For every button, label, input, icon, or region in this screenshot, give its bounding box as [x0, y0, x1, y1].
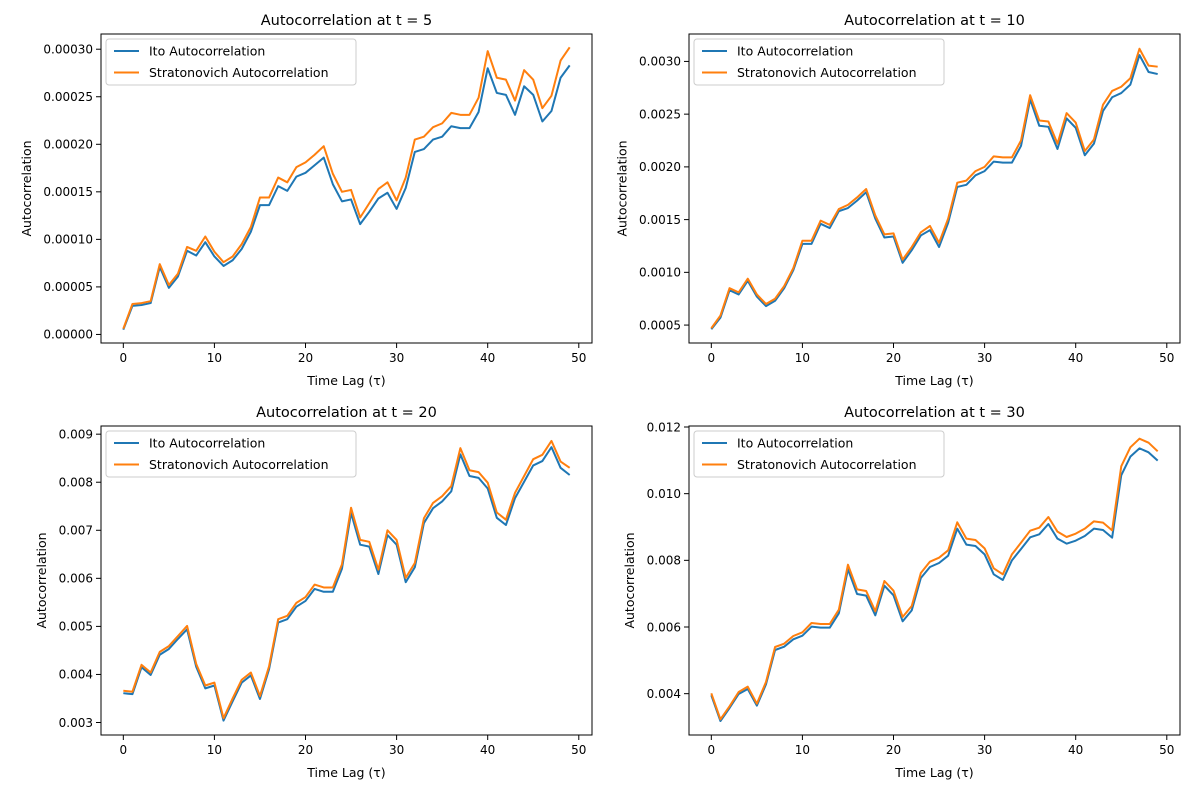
- y-axis-label: Autocorrelation: [34, 532, 49, 628]
- y-tick-label: 0.005: [59, 620, 93, 634]
- x-tick-label: 20: [298, 743, 313, 757]
- x-axis-label: Time Lag (τ): [894, 373, 973, 388]
- x-tick-label: 10: [207, 351, 222, 365]
- y-tick-label: 0.00000: [43, 328, 93, 342]
- legend: Ito Autocorrelation Stratonovich Autocorr…: [693, 430, 945, 478]
- legend-entry: Ito Autocorrelation: [737, 44, 853, 59]
- y-tick-label: 0.003: [59, 716, 93, 730]
- x-tick-label: 0: [707, 743, 715, 757]
- x-tick-label: 30: [389, 351, 404, 365]
- legend-entry: Ito Autocorrelation: [149, 436, 265, 451]
- chart-title: Autocorrelation at t = 30: [844, 405, 1025, 421]
- y-tick-label: 0.008: [647, 554, 681, 568]
- series-line-stratonovich: [710, 47, 1158, 329]
- x-tick-label: 0: [707, 351, 715, 365]
- y-tick-label: 0.006: [647, 620, 681, 634]
- axes-frame: [688, 425, 1181, 736]
- legend-entry: Stratonovich Autocorrelation: [149, 65, 329, 80]
- y-tick-label: 0.007: [59, 524, 93, 538]
- y-tick-label: 0.0005: [639, 318, 681, 332]
- y-tick-label: 0.008: [59, 476, 93, 490]
- x-axis-label: Time Lag (τ): [306, 765, 385, 780]
- x-tick-label: 10: [795, 351, 810, 365]
- x-tick-label: 40: [1068, 351, 1083, 365]
- y-tick-label: 0.004: [647, 687, 681, 701]
- y-tick-label: 0.00010: [43, 233, 93, 247]
- y-tick-label: 0.0010: [639, 266, 681, 280]
- x-tick-label: 30: [977, 351, 992, 365]
- legend-entry: Stratonovich Autocorrelation: [149, 457, 329, 472]
- y-tick-label: 0.0020: [639, 160, 681, 174]
- legend-entry: Ito Autocorrelation: [149, 44, 265, 59]
- x-axis-label: Time Lag (τ): [306, 373, 385, 388]
- legend-box: [105, 430, 357, 478]
- axes-frame: [100, 425, 593, 736]
- chart-title: Autocorrelation at t = 10: [844, 13, 1025, 29]
- x-tick-label: 0: [119, 743, 127, 757]
- subplot-1: 0 10 20 30 40 50 0.00000 0.00005 0.00010 0.00015 0…: [19, 13, 593, 388]
- y-tick-label: 0.00020: [43, 138, 93, 152]
- y-tick-label: 0.0015: [639, 213, 681, 227]
- x-tick-label: 50: [1159, 743, 1174, 757]
- x-tick-label: 30: [389, 743, 404, 757]
- y-tick-label: 0.00015: [43, 185, 93, 199]
- y-axis-label: Autocorrelation: [19, 140, 34, 236]
- legend-entry: Stratonovich Autocorrelation: [737, 65, 917, 80]
- x-tick-label: 0: [119, 351, 127, 365]
- y-tick-label: 0.010: [647, 487, 681, 501]
- series-line-ito: [710, 447, 1159, 722]
- x-tick-label: 30: [977, 743, 992, 757]
- series-line-ito: [123, 446, 571, 722]
- x-tick-label: 50: [571, 743, 586, 757]
- series-line-stratonovich: [123, 439, 571, 720]
- legend-box: [693, 38, 945, 86]
- legend: Ito Autocorrelation Stratonovich Autocorr…: [105, 430, 357, 478]
- chart-title: Autocorrelation at t = 20: [256, 405, 437, 421]
- x-tick-label: 40: [480, 351, 495, 365]
- x-tick-label: 40: [1068, 743, 1083, 757]
- y-axis-label: Autocorrelation: [614, 140, 629, 236]
- subplot-4: 0 10 20 30 40 50 0.004 0.006 0.008 0.010 0.012 Auto…: [622, 405, 1181, 780]
- legend: Ito Autocorrelation Stratonovich Autocorr…: [105, 38, 357, 86]
- y-tick-label: 0.0030: [639, 55, 681, 69]
- x-tick-label: 10: [207, 743, 222, 757]
- legend-entry: Ito Autocorrelation: [737, 436, 853, 451]
- y-tick-label: 0.00005: [43, 280, 93, 294]
- y-tick-label: 0.0025: [639, 107, 681, 121]
- x-axis-label: Time Lag (τ): [894, 765, 973, 780]
- series-line-ito: [122, 64, 571, 331]
- x-tick-label: 40: [480, 743, 495, 757]
- x-tick-label: 20: [886, 743, 901, 757]
- legend: Ito Autocorrelation Stratonovich Autocorr…: [693, 38, 945, 86]
- subplot-3: 0 10 20 30 40 50 0.003 0.004 0.005 0.006 0.007 0.00…: [34, 405, 593, 780]
- chart-title: Autocorrelation at t = 5: [261, 13, 433, 29]
- legend-box: [105, 38, 357, 86]
- axes-frame: [688, 33, 1181, 344]
- x-tick-label: 20: [886, 351, 901, 365]
- subplot-2: 0 10 20 30 40 50 0.0005 0.0010 0.0015 0.0020 0.002…: [614, 13, 1181, 388]
- y-tick-label: 0.012: [647, 420, 681, 434]
- axes-frame: [100, 33, 593, 344]
- legend-box: [693, 430, 945, 478]
- series-line-stratonovich: [710, 437, 1159, 721]
- y-tick-label: 0.00025: [43, 90, 93, 104]
- x-tick-label: 20: [298, 351, 313, 365]
- y-axis-label: Autocorrelation: [622, 532, 637, 628]
- y-tick-label: 0.009: [59, 427, 93, 441]
- y-tick-label: 0.006: [59, 572, 93, 586]
- series-line-stratonovich: [122, 46, 571, 330]
- legend-entry: Stratonovich Autocorrelation: [737, 457, 917, 472]
- y-tick-label: 0.004: [59, 668, 93, 682]
- y-tick-label: 0.00030: [43, 43, 93, 57]
- series-line-ito: [710, 54, 1158, 330]
- x-tick-label: 50: [1159, 351, 1174, 365]
- x-tick-label: 50: [571, 351, 586, 365]
- x-tick-label: 10: [795, 743, 810, 757]
